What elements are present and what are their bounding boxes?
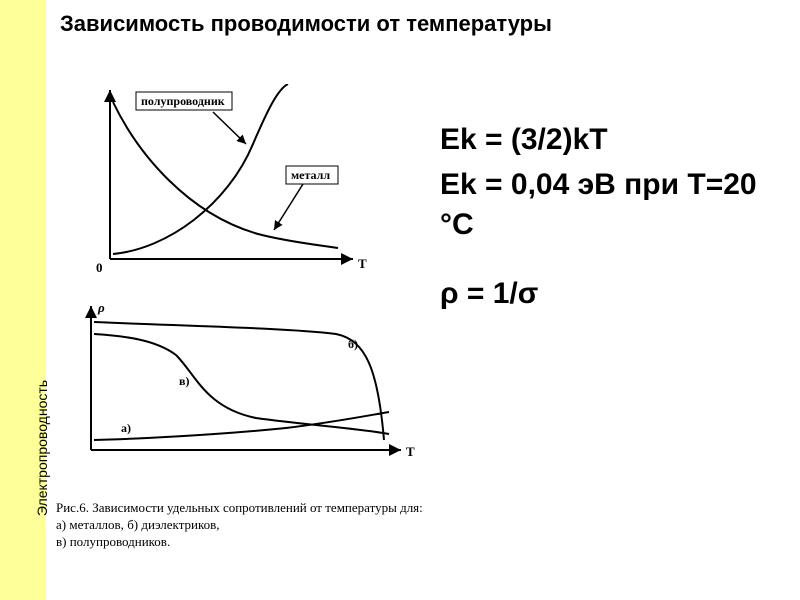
- figure-caption-a: а) металлов,: [56, 517, 124, 532]
- curve-label-b: б): [348, 337, 358, 351]
- formula-rho-sigma: ρ = 1/σ: [440, 274, 760, 315]
- pointer-arrow-metal: [274, 184, 303, 230]
- x-axis-label-t: T: [406, 444, 415, 459]
- formula-ek-kt: Ek = (3/2)kT: [440, 120, 760, 161]
- curve-label-a: а): [121, 421, 131, 435]
- vertical-category-label: Электропроводность: [34, 358, 50, 538]
- conductivity-vs-temperature-chart: 0 T полупроводник металл: [78, 84, 378, 284]
- formula-ek-value: Ek = 0,04 эВ при Т=20 °С: [440, 165, 760, 246]
- figure-caption-line1: Рис.6. Зависимости удельных сопротивлени…: [56, 500, 423, 517]
- curve-label-v: в): [179, 374, 189, 388]
- figure-caption-b: б) диэлектриков,: [127, 517, 219, 532]
- label-semiconductor: полупроводник: [141, 94, 225, 108]
- curve-a-metal: [94, 412, 389, 440]
- resistivity-vs-temperature-chart: ρ T б) в) а): [56, 300, 426, 490]
- y-axis-label-rho: ρ: [97, 300, 105, 315]
- pointer-arrow-semiconductor: [213, 112, 246, 144]
- figure-caption: Рис.6. Зависимости удельных сопротивлени…: [56, 500, 423, 551]
- formula-block: Ek = (3/2)kT Ek = 0,04 эВ при Т=20 °С ρ …: [440, 120, 760, 314]
- figure-caption-c: в) полупроводников.: [56, 534, 423, 551]
- page-title: Зависимость проводимости от температуры: [60, 10, 552, 38]
- label-metal: металл: [291, 168, 330, 182]
- origin-label: 0: [96, 260, 103, 275]
- x-axis-label: T: [358, 256, 367, 271]
